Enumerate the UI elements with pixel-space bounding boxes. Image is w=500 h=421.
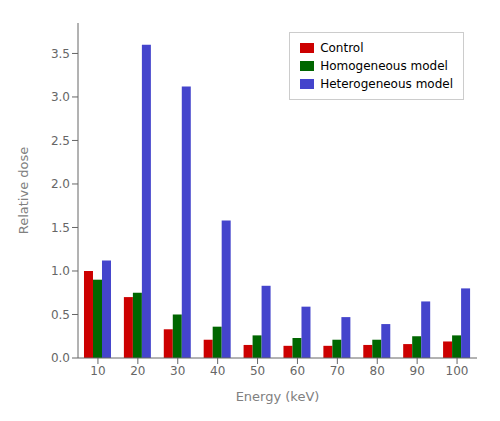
html-text:Control: Control — [320, 41, 364, 55]
svg-text:60: 60 — [290, 364, 305, 378]
html-text:Heterogeneous model: Heterogeneous model — [320, 77, 453, 91]
svg-text:80: 80 — [370, 364, 385, 378]
svg-text:Energy (keV): Energy (keV) — [236, 389, 320, 404]
svg-text:20: 20 — [130, 364, 145, 378]
svg-text:100: 100 — [446, 364, 469, 378]
html-text:Homogeneous model: Homogeneous model — [320, 59, 448, 73]
svg-text:1.0: 1.0 — [51, 264, 70, 278]
svg-text:70: 70 — [330, 364, 345, 378]
svg-text:2.0: 2.0 — [51, 177, 70, 191]
svg-text:90: 90 — [410, 364, 425, 378]
svg-text:30: 30 — [170, 364, 185, 378]
svg-text:0.0: 0.0 — [51, 351, 70, 365]
svg-text:Relative dose: Relative dose — [16, 147, 31, 235]
svg-text:10: 10 — [90, 364, 105, 378]
svg-text:50: 50 — [250, 364, 265, 378]
svg-text:40: 40 — [210, 364, 225, 378]
svg-text:3.5: 3.5 — [51, 47, 70, 61]
svg-text:2.5: 2.5 — [51, 134, 70, 148]
svg-text:0.5: 0.5 — [51, 308, 70, 322]
svg-text:1.5: 1.5 — [51, 221, 70, 235]
svg-text:3.0: 3.0 — [51, 90, 70, 104]
